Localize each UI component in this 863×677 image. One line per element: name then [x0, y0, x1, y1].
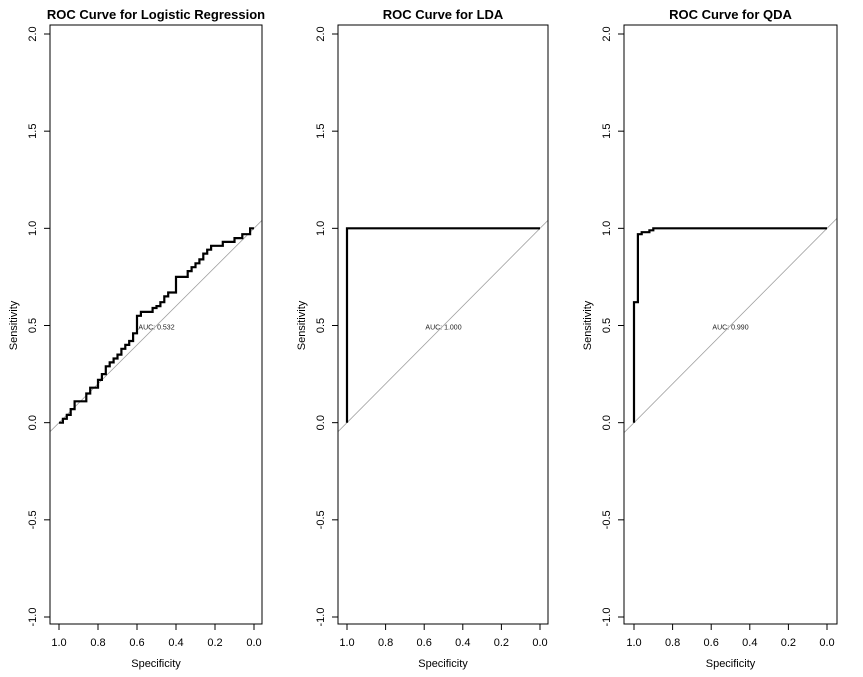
y-axis-label: Sensitivity — [296, 300, 308, 350]
diagonal-reference-line — [624, 217, 837, 434]
y-tick-label: -1.0 — [601, 608, 613, 627]
x-axis-label: Specificity — [418, 658, 468, 670]
x-tick-label: 0.8 — [90, 637, 105, 649]
y-tick-label: -0.5 — [315, 510, 327, 529]
plot-frame — [623, 24, 838, 625]
x-tick-label: 0.4 — [455, 637, 470, 649]
x-axis-label: Specificity — [706, 658, 756, 670]
x-tick-label: 0.8 — [665, 637, 680, 649]
y-tick-label: 1.0 — [27, 221, 39, 236]
y-tick-label: 1.5 — [27, 124, 39, 139]
y-tick-label: 0.5 — [27, 318, 39, 333]
roc-curve-line — [345, 227, 540, 423]
diagonal-reference-line — [50, 219, 262, 433]
y-tick-label: 2.0 — [27, 26, 39, 41]
x-tick-label: 0.2 — [207, 637, 222, 649]
auc-annotation: AUC: 1.000 — [425, 324, 461, 331]
x-tick-label: 0.4 — [168, 637, 183, 649]
x-tick-label: 0.0 — [819, 637, 834, 649]
x-tick-label: 1.0 — [626, 637, 641, 649]
roc-curve-line — [59, 227, 254, 424]
auc-annotation: AUC: 0.532 — [138, 324, 174, 331]
roc-panel-2: AUC: 1.000 1.0 0.8 0.6 0.4 0.2 0.0 -1.0 -0.5 0.0 0… — [296, 7, 549, 670]
x-tick-label: 0.6 — [704, 637, 719, 649]
y-tick-label: 0.5 — [315, 318, 327, 333]
x-tick-label: 0.2 — [781, 637, 796, 649]
auc-annotation: AUC: 0.990 — [712, 324, 748, 331]
y-axis-label: Sensitivity — [8, 300, 20, 350]
x-tick-label: 1.0 — [339, 637, 354, 649]
roc-panel-3: AUC: 0.990 1.0 0.8 0.6 0.4 0.2 0.0 -1.0 -0.5 0.0 0… — [582, 7, 838, 670]
y-tick-label: 0.0 — [27, 415, 39, 430]
y-tick-label: 0.0 — [601, 415, 613, 430]
y-tick-label: 1.5 — [601, 124, 613, 139]
x-tick-label: 0.4 — [742, 637, 757, 649]
plot-frame — [49, 24, 263, 625]
y-tick-label: -0.5 — [601, 510, 613, 529]
y-tick-label: -0.5 — [27, 510, 39, 529]
y-tick-label: -1.0 — [27, 608, 39, 627]
y-axis-label: Sensitivity — [582, 300, 594, 350]
plot-frame — [337, 24, 549, 625]
y-tick-label: 2.0 — [601, 26, 613, 41]
x-tick-label: 0.6 — [129, 637, 144, 649]
x-tick-label: 0.6 — [417, 637, 432, 649]
x-tick-label: 0.2 — [494, 637, 509, 649]
roc-curve-line — [632, 227, 827, 423]
diagonal-reference-line — [338, 219, 548, 433]
y-tick-label: -1.0 — [315, 608, 327, 627]
chart-title: ROC Curve for LDA — [383, 7, 504, 22]
x-tick-label: 0.0 — [246, 637, 261, 649]
x-tick-label: 0.8 — [378, 637, 393, 649]
y-tick-label: 2.0 — [315, 26, 327, 41]
roc-panel-1: AUC: 0.532 1.0 0.8 0.6 0.4 0.2 0.0 -1.0 -0.5 0.0 0… — [8, 7, 265, 670]
chart-title: ROC Curve for QDA — [669, 7, 792, 22]
x-axis-label: Specificity — [131, 658, 181, 670]
chart-title: ROC Curve for Logistic Regression — [47, 7, 265, 22]
y-tick-label: 0.5 — [601, 318, 613, 333]
y-tick-label: 0.0 — [315, 415, 327, 430]
x-tick-label: 1.0 — [51, 637, 66, 649]
x-tick-label: 0.0 — [532, 637, 547, 649]
y-tick-label: 1.5 — [315, 124, 327, 139]
y-tick-label: 1.0 — [315, 221, 327, 236]
y-tick-label: 1.0 — [601, 221, 613, 236]
